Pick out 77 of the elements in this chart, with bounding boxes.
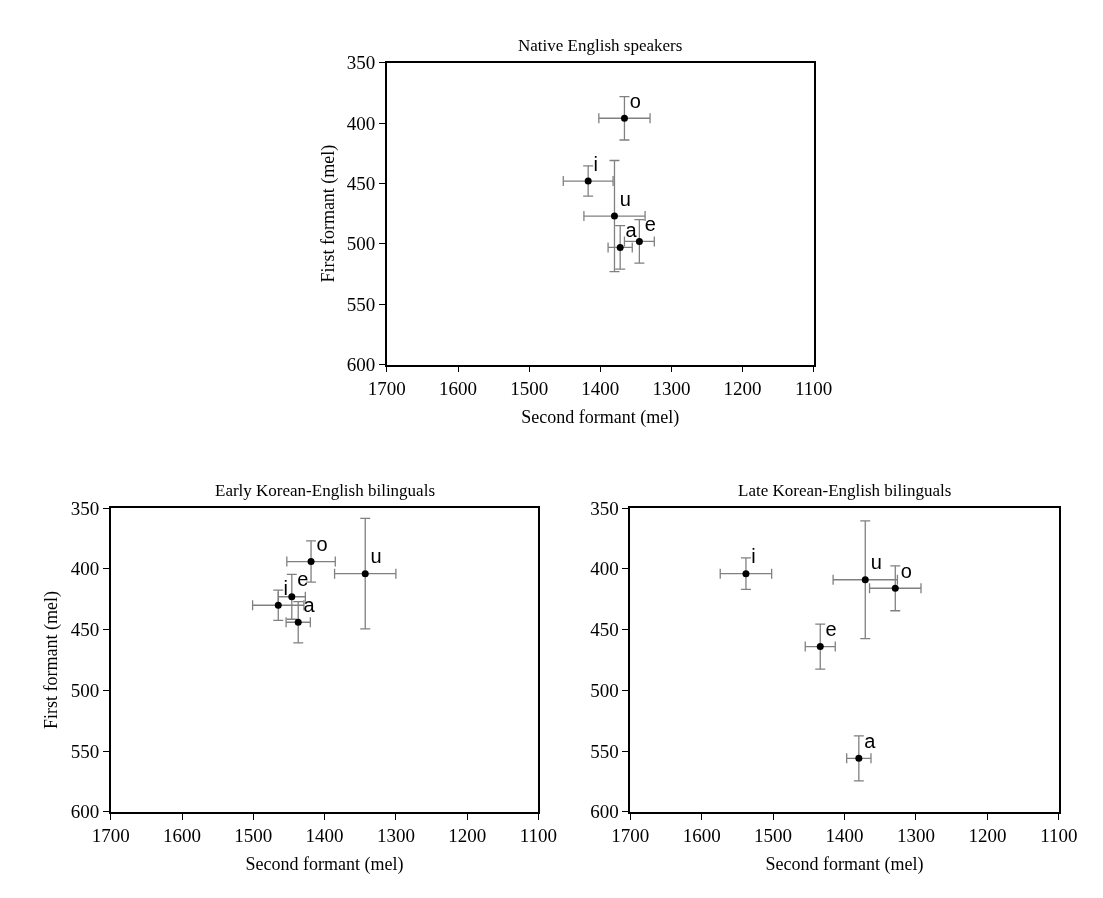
y-tick-label: 400: [590, 558, 619, 580]
point: [635, 237, 643, 245]
x-tick-label: 1400: [825, 825, 864, 847]
x-axis-title: Second formant (mel): [245, 853, 404, 875]
x-tick-label: 1100: [519, 825, 558, 847]
x-tick-label: 1300: [652, 378, 691, 400]
x-tick-label: 1200: [448, 825, 487, 847]
x-tick-label: 1700: [611, 825, 650, 847]
y-tick-label: 350: [70, 497, 100, 519]
point: [274, 601, 282, 609]
data-label: o: [900, 559, 912, 582]
point: [620, 114, 628, 122]
point: [288, 593, 296, 601]
data-label: u: [870, 551, 882, 574]
point: [816, 643, 824, 651]
y-tick-label: 550: [590, 740, 619, 762]
x-tick-label: 1200: [968, 825, 1007, 847]
x-tick-label: 1500: [510, 378, 549, 400]
y-tick-label: 450: [70, 619, 100, 641]
chart-title: Native English speakers: [518, 36, 683, 55]
y-tick-label: 600: [346, 354, 376, 376]
x-tick-label: 1400: [305, 825, 344, 847]
y-tick-label: 500: [346, 233, 376, 255]
x-tick-label: 1500: [754, 825, 793, 847]
y-axis-title: First formant (mel): [317, 144, 339, 283]
data-label: o: [316, 533, 328, 556]
data-label: u: [619, 187, 631, 210]
x-tick-label: 1400: [581, 378, 620, 400]
y-tick-label: 500: [590, 679, 619, 701]
data-label: e: [644, 213, 656, 236]
y-tick-label: 400: [70, 558, 100, 580]
point: [855, 754, 863, 762]
chart-title: Late Korean-English bilinguals: [738, 481, 952, 500]
x-axis-title: Second formant (mel): [521, 406, 680, 428]
data-label: e: [297, 568, 309, 591]
data-label: o: [629, 89, 641, 112]
data-label: i: [593, 152, 598, 175]
x-tick-label: 1300: [376, 825, 415, 847]
x-tick-label: 1600: [163, 825, 202, 847]
point: [616, 243, 624, 251]
y-tick-label: 500: [70, 679, 100, 701]
y-tick-label: 550: [70, 740, 100, 762]
x-tick-label: 1500: [234, 825, 273, 847]
x-tick-label: 1100: [795, 378, 833, 400]
x-axis-title: Second formant (mel): [765, 853, 924, 875]
data-label: a: [625, 219, 638, 242]
point: [361, 570, 369, 578]
y-tick-label: 600: [70, 801, 100, 823]
data-label: i: [283, 576, 289, 599]
y-axis-title: First formant (mel): [41, 590, 63, 729]
data-label: i: [751, 545, 756, 568]
y-tick-label: 600: [590, 801, 619, 823]
point: [294, 618, 302, 626]
data-label: e: [825, 618, 837, 641]
x-tick-label: 1300: [896, 825, 935, 847]
x-tick-label: 1600: [439, 378, 477, 400]
x-tick-label: 1200: [723, 378, 762, 400]
data-label: a: [864, 729, 877, 752]
y-tick-label: 400: [346, 112, 376, 134]
y-tick-label: 450: [346, 173, 376, 195]
point: [861, 576, 869, 584]
data-label: u: [370, 545, 382, 568]
y-tick-label: 350: [346, 52, 376, 74]
y-tick-label: 550: [346, 293, 376, 315]
y-tick-label: 450: [590, 619, 619, 641]
x-tick-label: 1100: [1040, 825, 1078, 847]
point: [610, 212, 618, 220]
y-tick-label: 350: [590, 497, 619, 519]
point: [584, 177, 592, 185]
x-tick-label: 1700: [91, 825, 130, 847]
data-label: a: [303, 593, 316, 616]
point: [742, 570, 750, 578]
point: [891, 584, 899, 592]
point: [307, 558, 315, 566]
x-tick-label: 1600: [682, 825, 721, 847]
x-tick-label: 1700: [367, 378, 406, 400]
chart-title: Early Korean-English bilinguals: [215, 481, 436, 500]
